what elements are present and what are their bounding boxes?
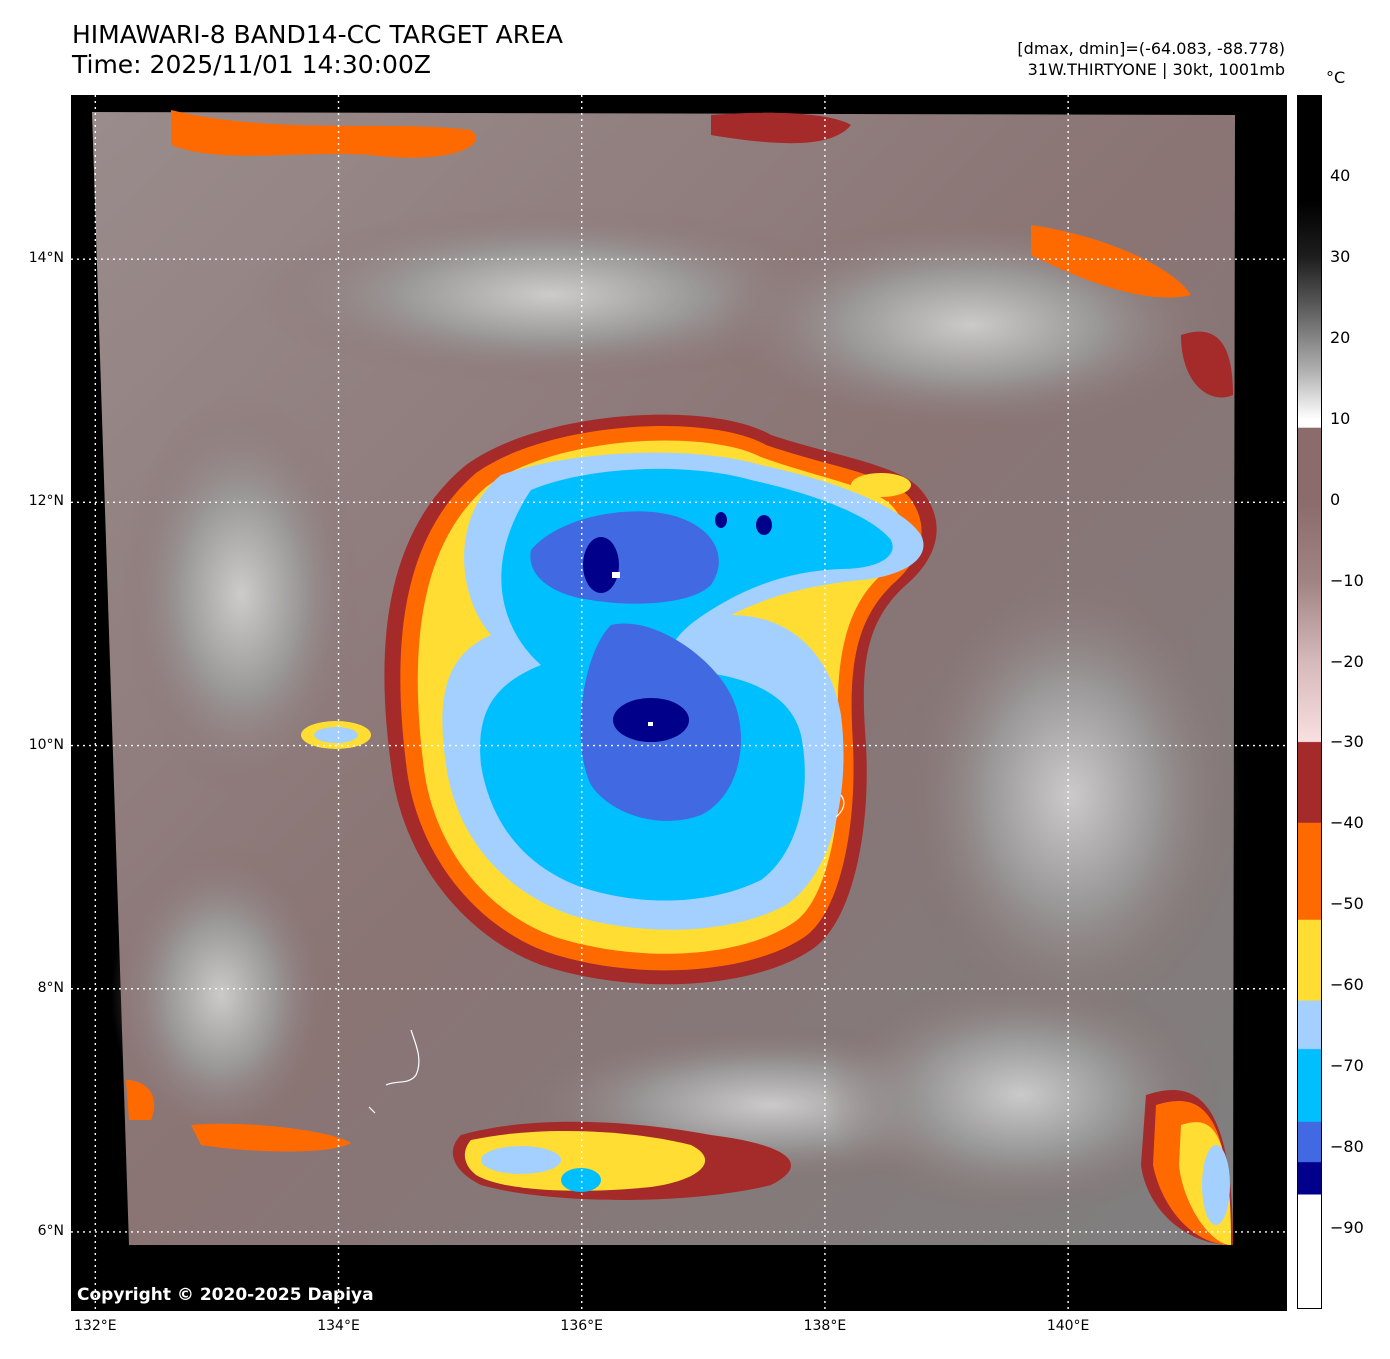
colorbar-tick-label: −80 — [1330, 1137, 1364, 1157]
colorbar-tick-label: −90 — [1330, 1218, 1364, 1238]
title-line-1: HIMAWARI-8 BAND14-CC TARGET AREA — [72, 20, 564, 49]
satellite-map: Copyright © 2020-2025 Dapiya — [71, 95, 1287, 1311]
latitude-label: 8°N — [37, 979, 64, 996]
storm-info: [dmax, dmin]=(-64.083, -88.778) 31W.THIR… — [1017, 38, 1285, 80]
graticule-lines — [71, 95, 1287, 1311]
colorbar-tick-label: 10 — [1330, 408, 1351, 428]
colorbar-tick-label: −40 — [1330, 813, 1364, 833]
longitude-label: 136°E — [560, 1318, 603, 1334]
info-line-1: [dmax, dmin]=(-64.083, -88.778) — [1017, 39, 1285, 58]
latitude-label: 6°N — [37, 1222, 64, 1239]
latitude-label: 14°N — [28, 250, 64, 267]
info-line-2: 31W.THIRTYONE | 30kt, 1001mb — [1027, 60, 1285, 79]
longitude-label: 138°E — [803, 1318, 847, 1334]
chart-title: HIMAWARI-8 BAND14-CC TARGET AREA Time: 2… — [72, 20, 563, 80]
coastlines — [368, 794, 845, 1114]
copyright-notice: Copyright © 2020-2025 Dapiya — [77, 1285, 374, 1305]
colorbar-tick-label: −50 — [1330, 894, 1364, 914]
longitude-label: 132°E — [74, 1318, 117, 1334]
longitude-label: 140°E — [1046, 1318, 1090, 1334]
colorbar-tick-label: 40 — [1330, 165, 1351, 185]
satellite-imagery — [71, 95, 1287, 1311]
colorbar-tick-label: −20 — [1330, 651, 1364, 671]
latitude-label: 10°N — [28, 736, 64, 753]
latitude-label: 12°N — [28, 493, 64, 510]
colorbar-tick-label: 0 — [1330, 489, 1341, 509]
colorbar-tick-label: 20 — [1330, 327, 1351, 347]
colorbar-tick-label: −70 — [1330, 1056, 1364, 1076]
colorbar-tick-label: −30 — [1330, 732, 1364, 752]
storm-cloud-tops — [384, 414, 937, 985]
convective-cells — [126, 110, 1233, 1245]
title-line-2: Time: 2025/11/01 14:30:00Z — [72, 50, 431, 79]
longitude-label: 134°E — [317, 1318, 360, 1334]
colorbar-tick-label: −10 — [1330, 570, 1364, 590]
colorbar-tick-label: 30 — [1330, 246, 1351, 266]
colorbar — [1297, 95, 1322, 1309]
colorbar-tick-label: −60 — [1330, 975, 1364, 995]
colorbar-unit: °C — [1326, 68, 1346, 87]
